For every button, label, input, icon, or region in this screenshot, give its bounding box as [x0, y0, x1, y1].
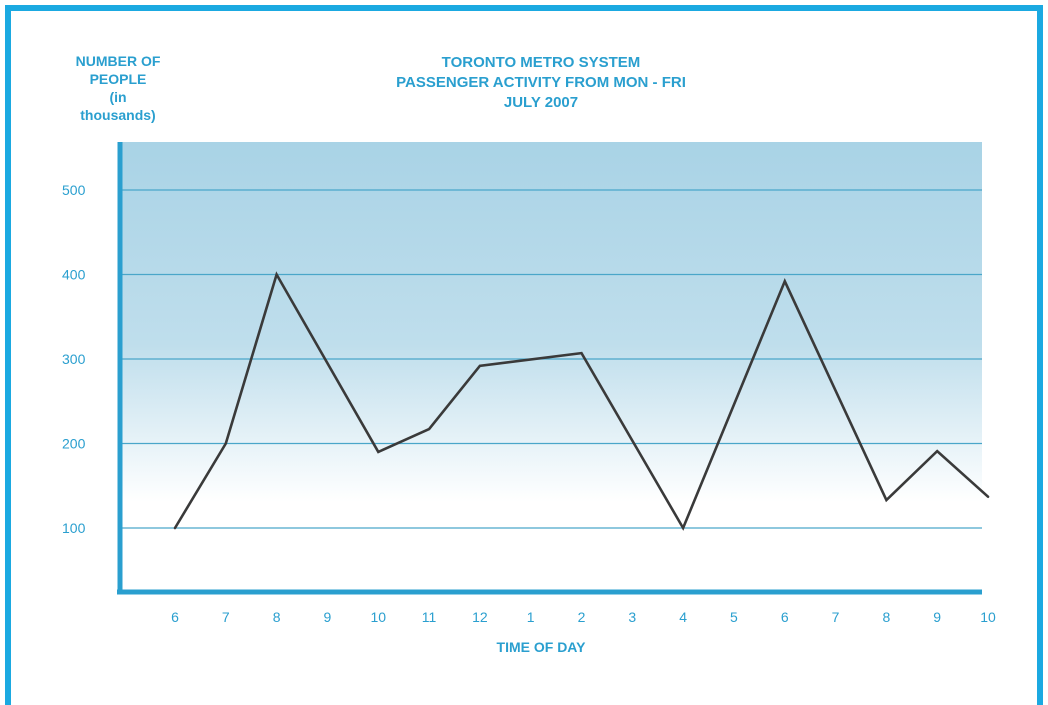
- chart-title-line-2: PASSENGER ACTIVITY FROM MON - FRI: [396, 74, 686, 91]
- x-tick-label-14: 8: [882, 609, 890, 625]
- y-axis-title-line-3: (in: [109, 89, 126, 105]
- x-tick-label-9: 3: [628, 609, 636, 625]
- series-line-0: [173, 271, 990, 531]
- x-tick-label-10: 4: [679, 609, 687, 625]
- x-tick-label-4: 10: [370, 609, 386, 625]
- y-tick-label-400: 400: [62, 267, 86, 283]
- chart-title-line-3: JULY 2007: [504, 94, 578, 111]
- x-tick-label-0: 6: [171, 609, 179, 625]
- x-tick-label-8: 2: [578, 609, 586, 625]
- x-tick-label-5: 11: [422, 609, 437, 625]
- data-series: [173, 271, 990, 531]
- x-tick-label-16: 10: [980, 609, 996, 625]
- x-tick-label-3: 9: [324, 609, 332, 625]
- x-tick-label-7: 1: [527, 609, 535, 625]
- x-tick-label-13: 7: [832, 609, 840, 625]
- x-tick-labels: 6 7 8 9 10 11 12 1 2 3 4 5 6 7 8 9 10: [171, 609, 996, 625]
- grid-lines: [122, 189, 982, 529]
- y-tick-labels: 100 200 300 400 500: [62, 182, 86, 536]
- chart-title-line-1: TORONTO METRO SYSTEM: [442, 54, 641, 71]
- y-axis-title-line-1: NUMBER OF: [76, 53, 161, 69]
- y-tick-label-200: 200: [62, 436, 86, 452]
- y-axis-title-line-2: PEOPLE: [90, 71, 147, 87]
- x-tick-label-12: 6: [781, 609, 789, 625]
- x-tick-label-2: 8: [273, 609, 281, 625]
- x-axis-title: TIME OF DAY: [497, 639, 587, 655]
- line-chart: TORONTO METRO SYSTEM PASSENGER ACTIVITY …: [62, 53, 996, 655]
- x-tick-label-15: 9: [933, 609, 941, 625]
- x-tick-label-1: 7: [222, 609, 230, 625]
- y-axis-title-line-4: thousands): [80, 107, 155, 123]
- y-tick-label-300: 300: [62, 351, 86, 367]
- y-tick-label-100: 100: [62, 520, 86, 536]
- y-tick-label-500: 500: [62, 182, 86, 198]
- x-tick-label-11: 5: [730, 609, 738, 625]
- plot-area: [122, 142, 982, 592]
- x-tick-label-6: 12: [472, 609, 488, 625]
